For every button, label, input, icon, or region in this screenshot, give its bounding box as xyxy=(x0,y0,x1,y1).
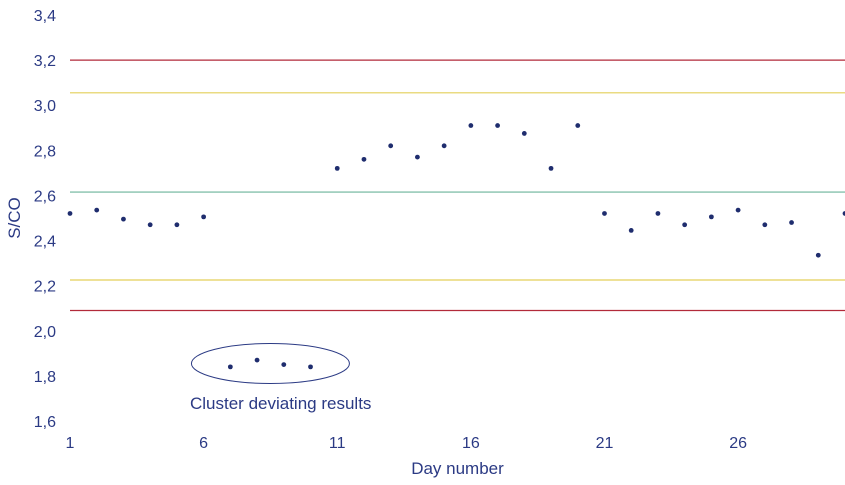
data-point xyxy=(789,220,794,225)
data-point xyxy=(201,214,207,220)
y-tick-label: 1,6 xyxy=(34,414,56,431)
data-point xyxy=(121,216,126,222)
data-point xyxy=(682,222,688,228)
y-axis-label: S/CO xyxy=(5,197,24,239)
data-point xyxy=(521,131,527,136)
x-tick-label: 16 xyxy=(462,435,480,452)
y-tick-label: 1,8 xyxy=(34,369,56,386)
data-point xyxy=(308,364,313,370)
data-point xyxy=(815,252,821,258)
y-tick-label: 2,0 xyxy=(34,324,56,341)
data-point xyxy=(655,211,661,216)
data-point xyxy=(334,165,340,171)
data-point xyxy=(735,207,741,213)
y-tick-label: 3,0 xyxy=(34,98,56,115)
y-tick-label: 2,8 xyxy=(34,143,56,160)
data-point xyxy=(227,364,233,370)
data-point xyxy=(548,165,554,171)
x-tick-label: 1 xyxy=(66,435,75,452)
data-point xyxy=(708,214,714,220)
data-points xyxy=(67,123,845,370)
data-point xyxy=(441,143,447,149)
reference-lines xyxy=(70,59,845,312)
x-tick-label: 26 xyxy=(729,435,747,452)
y-tick-label: 2,4 xyxy=(34,234,56,251)
y-tick-label: 3,2 xyxy=(34,53,56,70)
x-tick-label: 21 xyxy=(596,435,614,452)
x-tick-label: 6 xyxy=(199,435,208,452)
x-axis-tick-labels: 1 6 11 16 21 26 xyxy=(66,435,748,452)
data-point xyxy=(602,211,607,216)
y-tick-label: 2,2 xyxy=(34,279,56,296)
data-point xyxy=(174,222,180,228)
data-point xyxy=(842,211,845,216)
y-axis-tick-labels: 1,6 1,8 2,0 2,2 2,4 2,6 2,8 3,0 3,2 3,4 xyxy=(34,8,56,431)
x-tick-label: 11 xyxy=(329,435,346,452)
data-point xyxy=(388,143,394,149)
data-point xyxy=(762,222,768,228)
x-axis-label: Day number xyxy=(411,459,504,478)
cluster-annotation-label: Cluster deviating results xyxy=(190,394,371,413)
data-point xyxy=(254,357,260,363)
data-point xyxy=(361,156,367,162)
data-point xyxy=(575,123,581,128)
data-point xyxy=(495,123,500,128)
data-point xyxy=(628,228,634,233)
data-point xyxy=(147,222,153,228)
data-point xyxy=(468,123,474,128)
y-tick-label: 2,6 xyxy=(34,188,56,205)
data-point xyxy=(94,207,100,213)
y-tick-label: 3,4 xyxy=(34,8,56,25)
data-point xyxy=(67,211,73,216)
data-point xyxy=(281,362,287,368)
data-point xyxy=(415,154,420,160)
cluster-annotation-ellipse xyxy=(190,342,350,384)
